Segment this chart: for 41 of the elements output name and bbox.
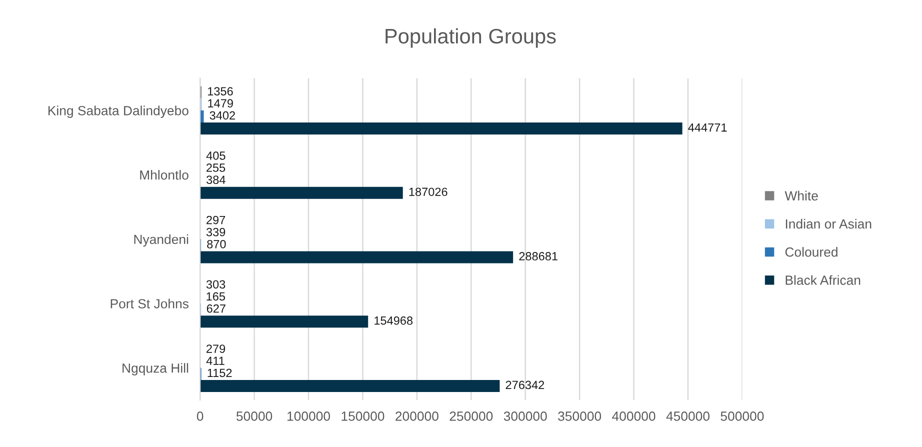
x-tick-label: 100000 <box>287 412 330 421</box>
data-label: 870 <box>207 240 226 248</box>
data-label: 297 <box>206 216 226 224</box>
data-label: 1479 <box>208 99 233 108</box>
chart-title: Population Groups <box>386 28 556 48</box>
x-tick-label: 200000 <box>396 412 438 421</box>
data-label: 303 <box>206 280 226 289</box>
data-label: 276342 <box>506 380 544 390</box>
data-label: 279 <box>206 344 226 353</box>
y-tick-label: Ngquza Hill <box>122 363 188 376</box>
x-tick-label: 50000 <box>236 412 272 421</box>
data-label: 288681 <box>519 252 558 260</box>
legend-label: White <box>784 190 818 200</box>
data-label: 255 <box>206 164 226 172</box>
x-tick-label: 300000 <box>504 412 547 421</box>
x-tick-label: 400000 <box>612 412 656 421</box>
data-label: 339 <box>206 228 226 236</box>
data-label: 154968 <box>374 316 413 325</box>
legend-label: Black African <box>786 275 860 285</box>
x-tick-label: 250000 <box>450 412 493 421</box>
x-tick-label: 0 <box>196 412 204 421</box>
data-label: 1152 <box>208 368 232 378</box>
y-tick-label: Port St Johns <box>110 298 188 308</box>
x-tick-label: 350000 <box>558 412 602 421</box>
x-tick-label: 500000 <box>720 412 764 421</box>
data-label: 444771 <box>688 123 727 132</box>
x-tick-label: 150000 <box>342 412 384 421</box>
data-label: 405 <box>206 151 226 160</box>
data-label: 411 <box>206 356 224 365</box>
y-tick-label: Nyandeni <box>134 234 188 247</box>
y-tick-label: Mhlontlo <box>140 170 188 180</box>
data-label: 627 <box>206 304 226 313</box>
x-tick-label: 450000 <box>666 412 710 421</box>
y-tick-label: King Sabata Dalindyebo <box>48 106 188 118</box>
data-label: 187026 <box>409 188 448 196</box>
data-label: 3402 <box>210 111 235 120</box>
data-label: 384 <box>206 176 226 184</box>
data-label: 1356 <box>208 87 233 96</box>
legend-label: Coloured <box>785 247 838 257</box>
data-label: 165 <box>206 292 226 301</box>
legend-label: Indian or Asian <box>786 218 872 229</box>
